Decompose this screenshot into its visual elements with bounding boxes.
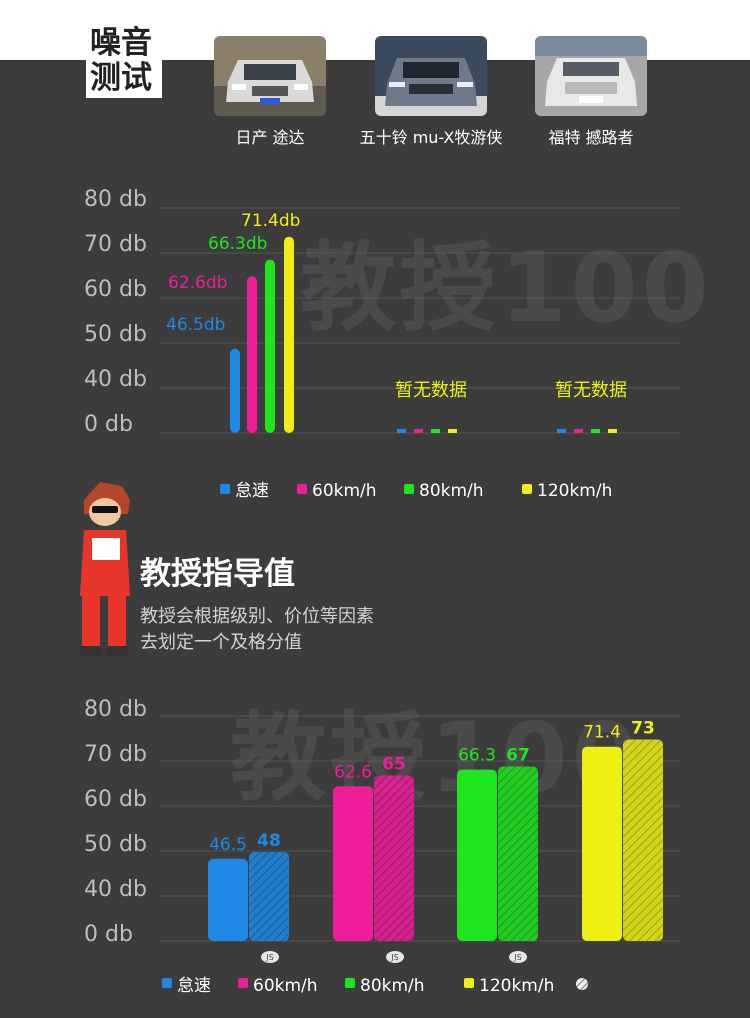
js-badge-text: JS [390,953,398,962]
data-label-measured: 71.4 [583,723,621,743]
no-data-marker [574,429,583,433]
no-data-label: 暂无数据 [555,380,627,401]
data-label-guide: 67 [506,746,530,766]
legend-swatch [162,978,172,988]
legend-swatch [345,978,355,988]
watermark-top: 教授100 [300,232,713,344]
bar-80km/h [265,259,275,433]
legend-label: 60km/h [312,481,377,501]
y-tick-label: 50 db [84,322,147,347]
bar-guide [623,739,663,941]
professor-mascot [80,482,130,656]
js-badge-text: JS [265,953,273,962]
legend-label: 80km/h [419,481,484,501]
legend-swatch [464,978,474,988]
bar-guide [374,775,414,941]
data-label: 46.5db [166,315,225,335]
no-data-marker [591,429,600,433]
no-data-marker [397,429,406,433]
legend-swatch [220,484,230,494]
legend-swatch [522,484,532,494]
js-badge [261,951,279,963]
y-tick-label: 70 db [84,232,147,257]
no-data-marker [608,429,617,433]
y-tick-label: 40 db [84,877,147,902]
car-illustration-1 [214,36,326,116]
no-data-marker [431,429,440,433]
legend-swatch [404,484,414,494]
car-photo-ford [535,36,647,116]
legend-swatch [297,484,307,494]
car-name-ford: 福特 撼路者 [548,128,634,147]
data-label-guide: 73 [631,719,655,739]
no-data-marker [448,429,457,433]
data-label-guide: 48 [257,831,281,851]
legend-label: 120km/h [537,481,612,501]
data-label: 71.4db [241,211,300,231]
legend-swatch-guide [576,978,588,990]
car-name-isuzu: 五十铃 mu-X牧游侠 [359,128,503,147]
car-illustration-2 [375,36,487,116]
watermark-bottom: 教授100 [230,702,643,814]
title-line-1: 噪音 [90,25,152,61]
bar-measured [333,786,373,941]
y-tick-label: 60 db [84,787,147,812]
bar-guide [249,852,289,941]
bar-60km/h [247,276,257,433]
car-name-nissan: 日产 途达 [235,128,305,147]
y-tick-label: 80 db [84,187,147,212]
y-tick-label: 60 db [84,277,147,302]
page-title: 噪音 测试 [86,24,162,98]
js-badge [509,951,527,963]
no-data-label: 暂无数据 [395,380,467,401]
bar-measured [582,746,622,941]
y-tick-label: 0 db [84,922,133,947]
data-label-measured: 66.3 [458,746,496,766]
data-label: 66.3db [208,234,267,254]
y-tick-label: 0 db [84,412,133,437]
data-label: 62.6db [168,273,227,293]
noise-chart-measured: 80 db 70 db 60 db 50 db 40 db 0 db 46.5db 62.6d… [84,187,680,501]
bar-measured [457,769,497,941]
y-tick-label: 50 db [84,832,147,857]
legend-label: 120km/h [479,976,554,996]
title-line-2: 测试 [90,60,152,96]
data-label-measured: 46.5 [209,835,247,855]
y-tick-label: 40 db [84,367,147,392]
car-photo-nissan [214,36,326,116]
js-badge-text: JS [513,953,521,962]
legend-label: 怠速 [177,976,211,996]
data-label-guide: 65 [382,755,406,775]
y-tick-label: 70 db [84,742,147,767]
bar-120km/h [284,236,294,433]
guide-heading: 教授指导值 [140,556,295,592]
no-data-marker [557,429,566,433]
y-tick-label: 80 db [84,697,147,722]
no-data-marker [414,429,423,433]
guide-note-line-2: 去划定一个及格分值 [140,632,302,653]
guide-note-line-1: 教授会根据级别、价位等因素 [140,606,374,627]
bar-measured [208,858,248,941]
legend-label: 60km/h [253,976,318,996]
legend-label: 80km/h [360,976,425,996]
car-photo-isuzu [375,36,487,116]
car-illustration-3 [535,36,647,116]
legend-swatch [238,978,248,988]
bar-怠速 [230,348,240,433]
legend-label: 怠速 [235,481,269,501]
js-badge [386,951,404,963]
data-label-measured: 62.6 [334,762,372,782]
bar-guide [498,766,538,941]
